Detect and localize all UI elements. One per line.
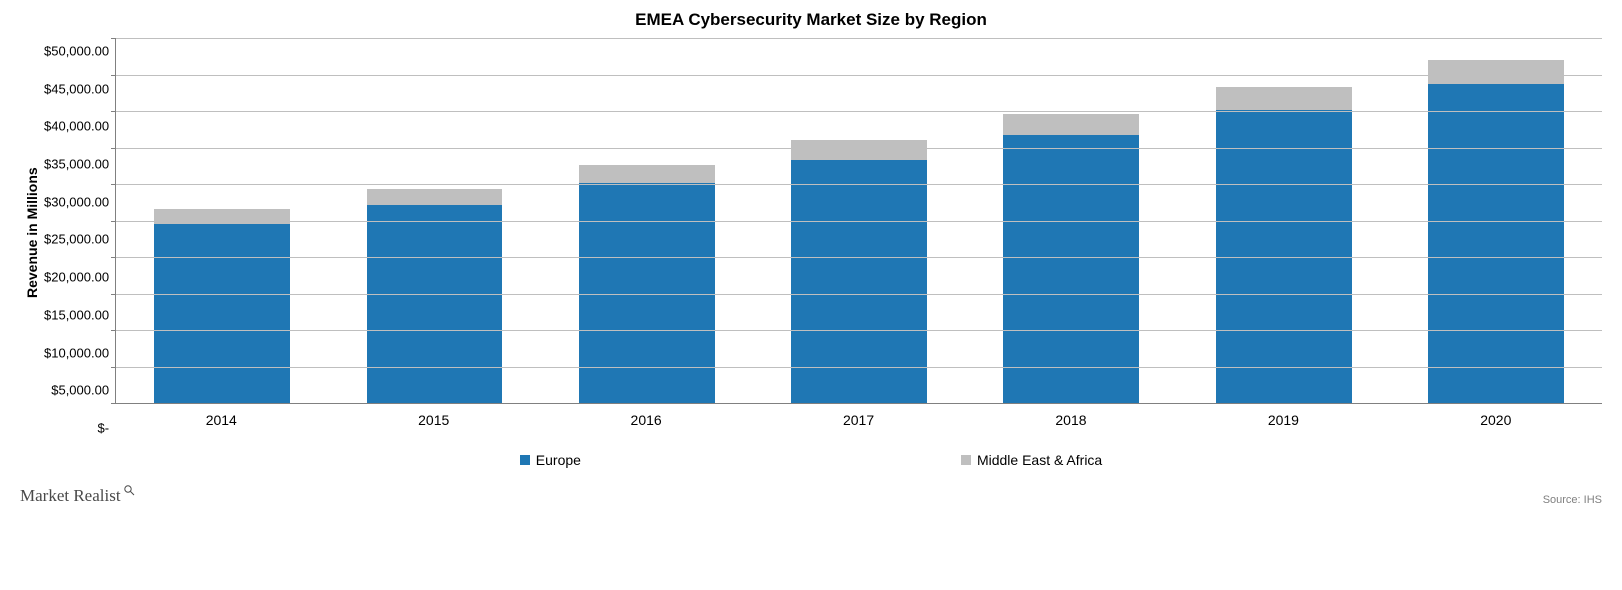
magnify-icon: [123, 484, 135, 499]
x-tick-label: 2014: [115, 404, 327, 428]
legend-item: Europe: [520, 452, 581, 468]
y-axis-label: Revenue in Millions: [20, 38, 44, 428]
y-tick-label: $-: [44, 421, 109, 434]
y-tick-label: $45,000.00: [44, 82, 109, 95]
grid-line: [116, 330, 1602, 331]
bar-segment: [579, 165, 715, 183]
x-tick-label: 2016: [540, 404, 752, 428]
brand-text: Market Realist: [20, 486, 121, 506]
bar-segment: [1428, 84, 1564, 403]
bar-segment: [1428, 60, 1564, 84]
legend-swatch: [520, 455, 530, 465]
x-axis-ticks: 2014201520162017201820192020: [115, 404, 1602, 428]
grid-line: [116, 221, 1602, 222]
footer: Market Realist Source: IHS: [20, 486, 1602, 506]
y-tick-mark: [111, 184, 116, 185]
bar-segment: [154, 224, 290, 403]
bar-segment: [1003, 114, 1139, 135]
y-tick-mark: [111, 38, 116, 39]
brand-label: Market Realist: [20, 486, 135, 506]
y-tick-label: $5,000.00: [44, 384, 109, 397]
y-tick-mark: [111, 294, 116, 295]
y-tick-label: $15,000.00: [44, 308, 109, 321]
y-tick-mark: [111, 111, 116, 112]
y-tick-label: $10,000.00: [44, 346, 109, 359]
y-tick-mark: [111, 403, 116, 404]
bar-segment: [1216, 87, 1352, 110]
plot-row: Revenue in Millions $50,000.00 $45,000.00…: [20, 38, 1602, 428]
y-tick-mark: [111, 75, 116, 76]
y-tick-label: $50,000.00: [44, 45, 109, 58]
bar-segment: [367, 205, 503, 403]
x-tick-label: 2017: [752, 404, 964, 428]
legend: Europe Middle East & Africa: [20, 452, 1602, 468]
x-tick-label: 2018: [965, 404, 1177, 428]
grid-line: [116, 367, 1602, 368]
plot-area: [115, 38, 1602, 404]
grid-line: [116, 294, 1602, 295]
grid-line: [116, 257, 1602, 258]
bar-segment: [154, 209, 290, 224]
y-tick-mark: [111, 148, 116, 149]
y-tick-label: $25,000.00: [44, 233, 109, 246]
legend-label: Middle East & Africa: [977, 452, 1102, 468]
grid-line: [116, 148, 1602, 149]
bar-segment: [791, 140, 927, 160]
grid-line: [116, 75, 1602, 76]
bar-segment: [367, 189, 503, 205]
legend-swatch: [961, 455, 971, 465]
x-tick-label: 2015: [328, 404, 540, 428]
y-tick-mark: [111, 330, 116, 331]
grid-line: [116, 184, 1602, 185]
y-tick-label: $35,000.00: [44, 158, 109, 171]
grid-line: [116, 38, 1602, 39]
x-tick-label: 2019: [1177, 404, 1389, 428]
y-tick-label: $40,000.00: [44, 120, 109, 133]
y-tick-mark: [111, 257, 116, 258]
y-tick-label: $30,000.00: [44, 195, 109, 208]
legend-label: Europe: [536, 452, 581, 468]
x-tick-label: 2020: [1390, 404, 1602, 428]
y-tick-mark: [111, 221, 116, 222]
grid-line: [116, 111, 1602, 112]
source-label: Source: IHS: [1543, 494, 1602, 506]
y-axis-ticks: $50,000.00 $45,000.00 $40,000.00 $35,000.00…: [44, 38, 115, 428]
chart-container: EMEA Cybersecurity Market Size by Region…: [20, 10, 1602, 506]
y-tick-label: $20,000.00: [44, 271, 109, 284]
y-tick-mark: [111, 367, 116, 368]
bar-segment: [1003, 135, 1139, 403]
chart-title: EMEA Cybersecurity Market Size by Region: [20, 10, 1602, 30]
legend-item: Middle East & Africa: [961, 452, 1102, 468]
